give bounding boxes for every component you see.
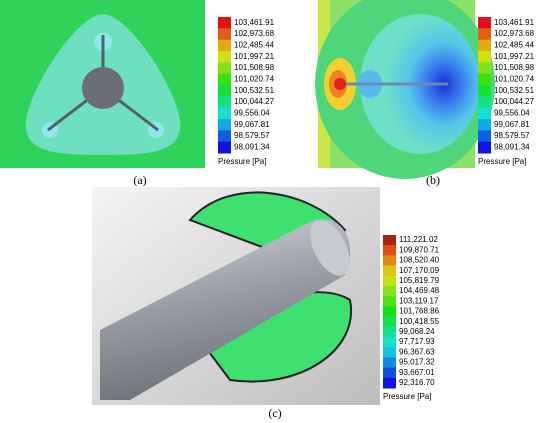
colorbar-segment	[218, 130, 231, 143]
legend-label: 100,532.51	[494, 86, 535, 95]
colorbar-segment	[383, 367, 396, 379]
caption: (c)	[268, 406, 281, 420]
colorbar-segment	[383, 326, 396, 338]
legend-label: 103,461.91	[234, 18, 275, 27]
colorbar-segment	[383, 245, 396, 256]
panel-c-image	[92, 187, 380, 405]
panel-a-image	[0, 0, 205, 168]
legend-label: 99,067.81	[234, 120, 270, 129]
colorbar-segment	[383, 316, 396, 328]
colorbar-segment	[383, 357, 396, 369]
legend-label: 111,221.02	[399, 235, 438, 244]
colorbar-segment	[383, 347, 396, 358]
legend-label: 103,119.17	[399, 296, 439, 305]
legend-label: 101,997.21	[494, 52, 535, 61]
legend-label: 100,044.27	[494, 97, 535, 106]
colorbar-segment	[383, 296, 396, 307]
colorbar-segment	[478, 17, 491, 29]
legend-label: 99,068.24	[399, 327, 435, 336]
colorbar-segment	[218, 119, 231, 131]
colorbar-segment	[478, 107, 491, 120]
legend-label: 99,556.04	[494, 108, 530, 117]
legend-title: Pressure [Pa]	[218, 157, 266, 166]
colorbar-segment	[383, 265, 396, 277]
panel-b-image	[315, 0, 495, 179]
colorbar-segment	[218, 107, 231, 120]
legend-label: 93,667.01	[399, 368, 435, 377]
legend-label: 101,020.74	[234, 74, 275, 83]
colorbar-segment	[218, 96, 231, 109]
legend-label: 101,508.98	[494, 63, 535, 72]
colorbar-segment	[218, 51, 231, 63]
colorbar-segment	[478, 39, 491, 52]
colorbar-segment	[478, 96, 491, 109]
legend-label: 102,485.44	[494, 40, 535, 49]
legend-label: 105,819.79	[399, 276, 440, 285]
legend-label: 98,091.34	[234, 142, 270, 151]
colorbar-segment	[218, 17, 231, 29]
colorbar-segment	[478, 51, 491, 63]
legend-label: 100,532.51	[234, 86, 275, 95]
legend-title: Pressure [Pa]	[383, 392, 431, 401]
colorbar-segment	[478, 62, 491, 75]
colorbar-segment	[218, 39, 231, 52]
legend-label: 102,485.44	[234, 40, 275, 49]
colorbar-segment	[218, 73, 231, 86]
legend-label: 99,067.81	[494, 120, 530, 129]
legend-label: 92,316.70	[399, 378, 435, 387]
colorbar-segment	[383, 306, 396, 318]
legend-label: 102,973.68	[234, 29, 275, 38]
legend-label: 99,556.04	[234, 108, 270, 117]
colorbar-segment	[218, 141, 231, 154]
legend-label: 108,520.40	[399, 256, 440, 265]
legend-label: 107,170.09	[399, 266, 440, 275]
legend-label: 101,997.21	[234, 52, 275, 61]
colorbar-segment	[218, 85, 231, 97]
legend-label: 102,973.68	[494, 29, 535, 38]
colorbar-segment	[383, 377, 396, 389]
legend-label: 101,508.98	[234, 63, 275, 72]
colorbar-segment	[383, 275, 396, 287]
legend-label: 95,017.32	[399, 358, 435, 367]
colorbar-segment	[383, 235, 396, 246]
legend-label: 98,091.34	[494, 142, 530, 151]
legend-label: 101,020.74	[494, 74, 535, 83]
legend-label: 104,469.48	[399, 286, 440, 295]
colorbar-segment	[478, 85, 491, 97]
legend-label: 100,044.27	[234, 97, 275, 106]
colorbar-segment	[218, 28, 231, 41]
legend-label: 103,461.91	[494, 18, 535, 27]
legend-label: 97,717.93	[399, 337, 435, 346]
colorbar-segment	[478, 130, 491, 143]
legend-label: 96,367.63	[399, 347, 435, 356]
caption: (a)	[133, 173, 146, 187]
colorbar-segment	[383, 255, 396, 267]
colorbar-segment	[383, 337, 396, 348]
legend-label: 100,418.55	[399, 317, 440, 326]
legend-label: 98,579.57	[234, 131, 270, 140]
colorbar-segment	[478, 28, 491, 41]
colorbar-segment	[383, 286, 396, 297]
legend-title: Pressure [Pa]	[478, 157, 526, 166]
caption: (b)	[426, 173, 440, 187]
legend-label: 98,579.57	[494, 131, 530, 140]
legend-label: 109,870.71	[399, 245, 440, 254]
legend-label: 101,768.86	[399, 307, 440, 316]
colorbar-segment	[478, 73, 491, 86]
colorbar-segment	[478, 119, 491, 131]
colorbar-segment	[478, 141, 491, 154]
colorbar-segment	[218, 62, 231, 75]
